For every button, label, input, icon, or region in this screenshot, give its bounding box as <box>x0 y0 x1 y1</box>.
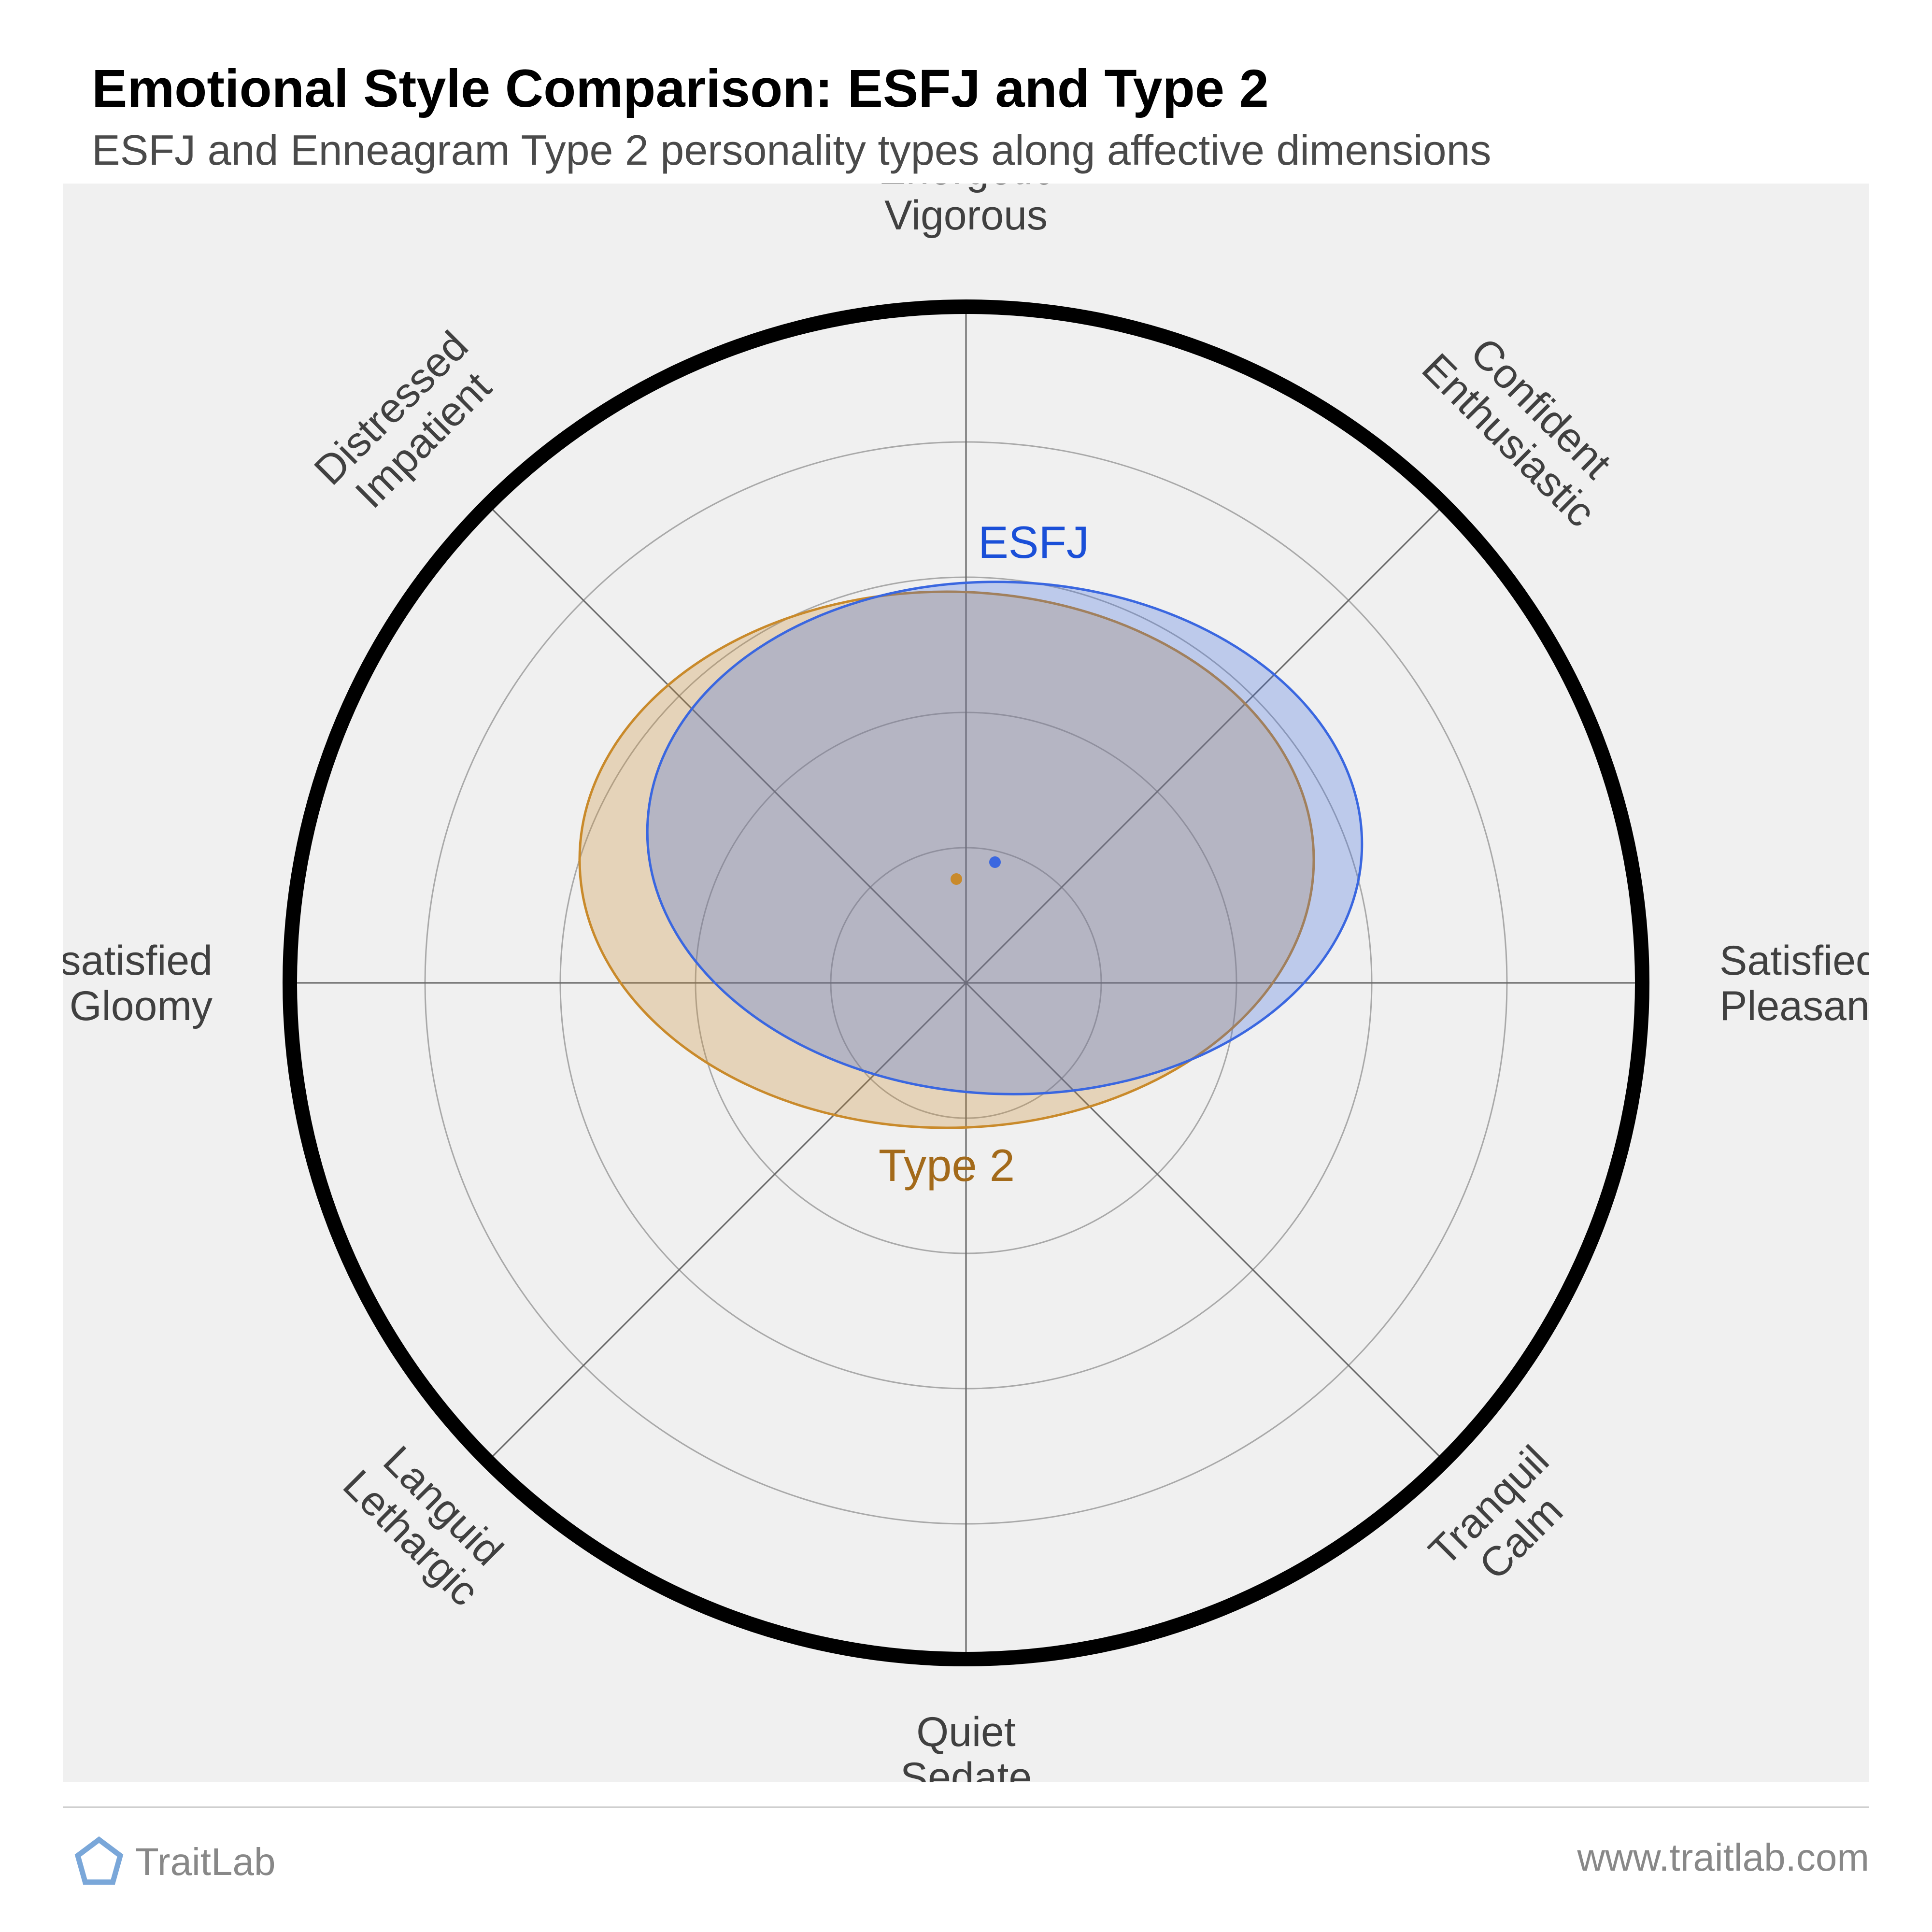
circumplex-chart: ESFJType 2EnergeticVigorousConfidentEnth… <box>63 184 1869 1782</box>
chart-title: Emotional Style Comparison: ESFJ and Typ… <box>92 58 1269 119</box>
svg-text:Quiet: Quiet <box>916 1709 1016 1755</box>
footer-url: www.traitlab.com <box>1577 1835 1869 1880</box>
svg-text:Vigorous: Vigorous <box>884 192 1048 239</box>
footer-brand-text: TraitLab <box>135 1840 276 1884</box>
svg-text:Gloomy: Gloomy <box>70 983 213 1029</box>
svg-text:Satisfied: Satisfied <box>1719 938 1869 984</box>
svg-text:Dissatisfied: Dissatisfied <box>63 938 213 984</box>
svg-text:Sedate: Sedate <box>900 1754 1032 1782</box>
svg-text:Energetic: Energetic <box>878 184 1053 193</box>
pentagon-logo-icon <box>72 1835 126 1889</box>
plot-panel: ESFJType 2EnergeticVigorousConfidentEnth… <box>63 184 1869 1782</box>
page: Emotional Style Comparison: ESFJ and Typ… <box>0 0 1932 1932</box>
svg-text:ESFJ: ESFJ <box>978 517 1089 568</box>
svg-text:Type 2: Type 2 <box>879 1140 1015 1191</box>
chart-subtitle: ESFJ and Enneagram Type 2 personality ty… <box>92 126 1492 175</box>
svg-text:Pleasant: Pleasant <box>1719 983 1869 1029</box>
footer-rule <box>63 1806 1869 1808</box>
footer-brand: TraitLab <box>72 1835 276 1889</box>
